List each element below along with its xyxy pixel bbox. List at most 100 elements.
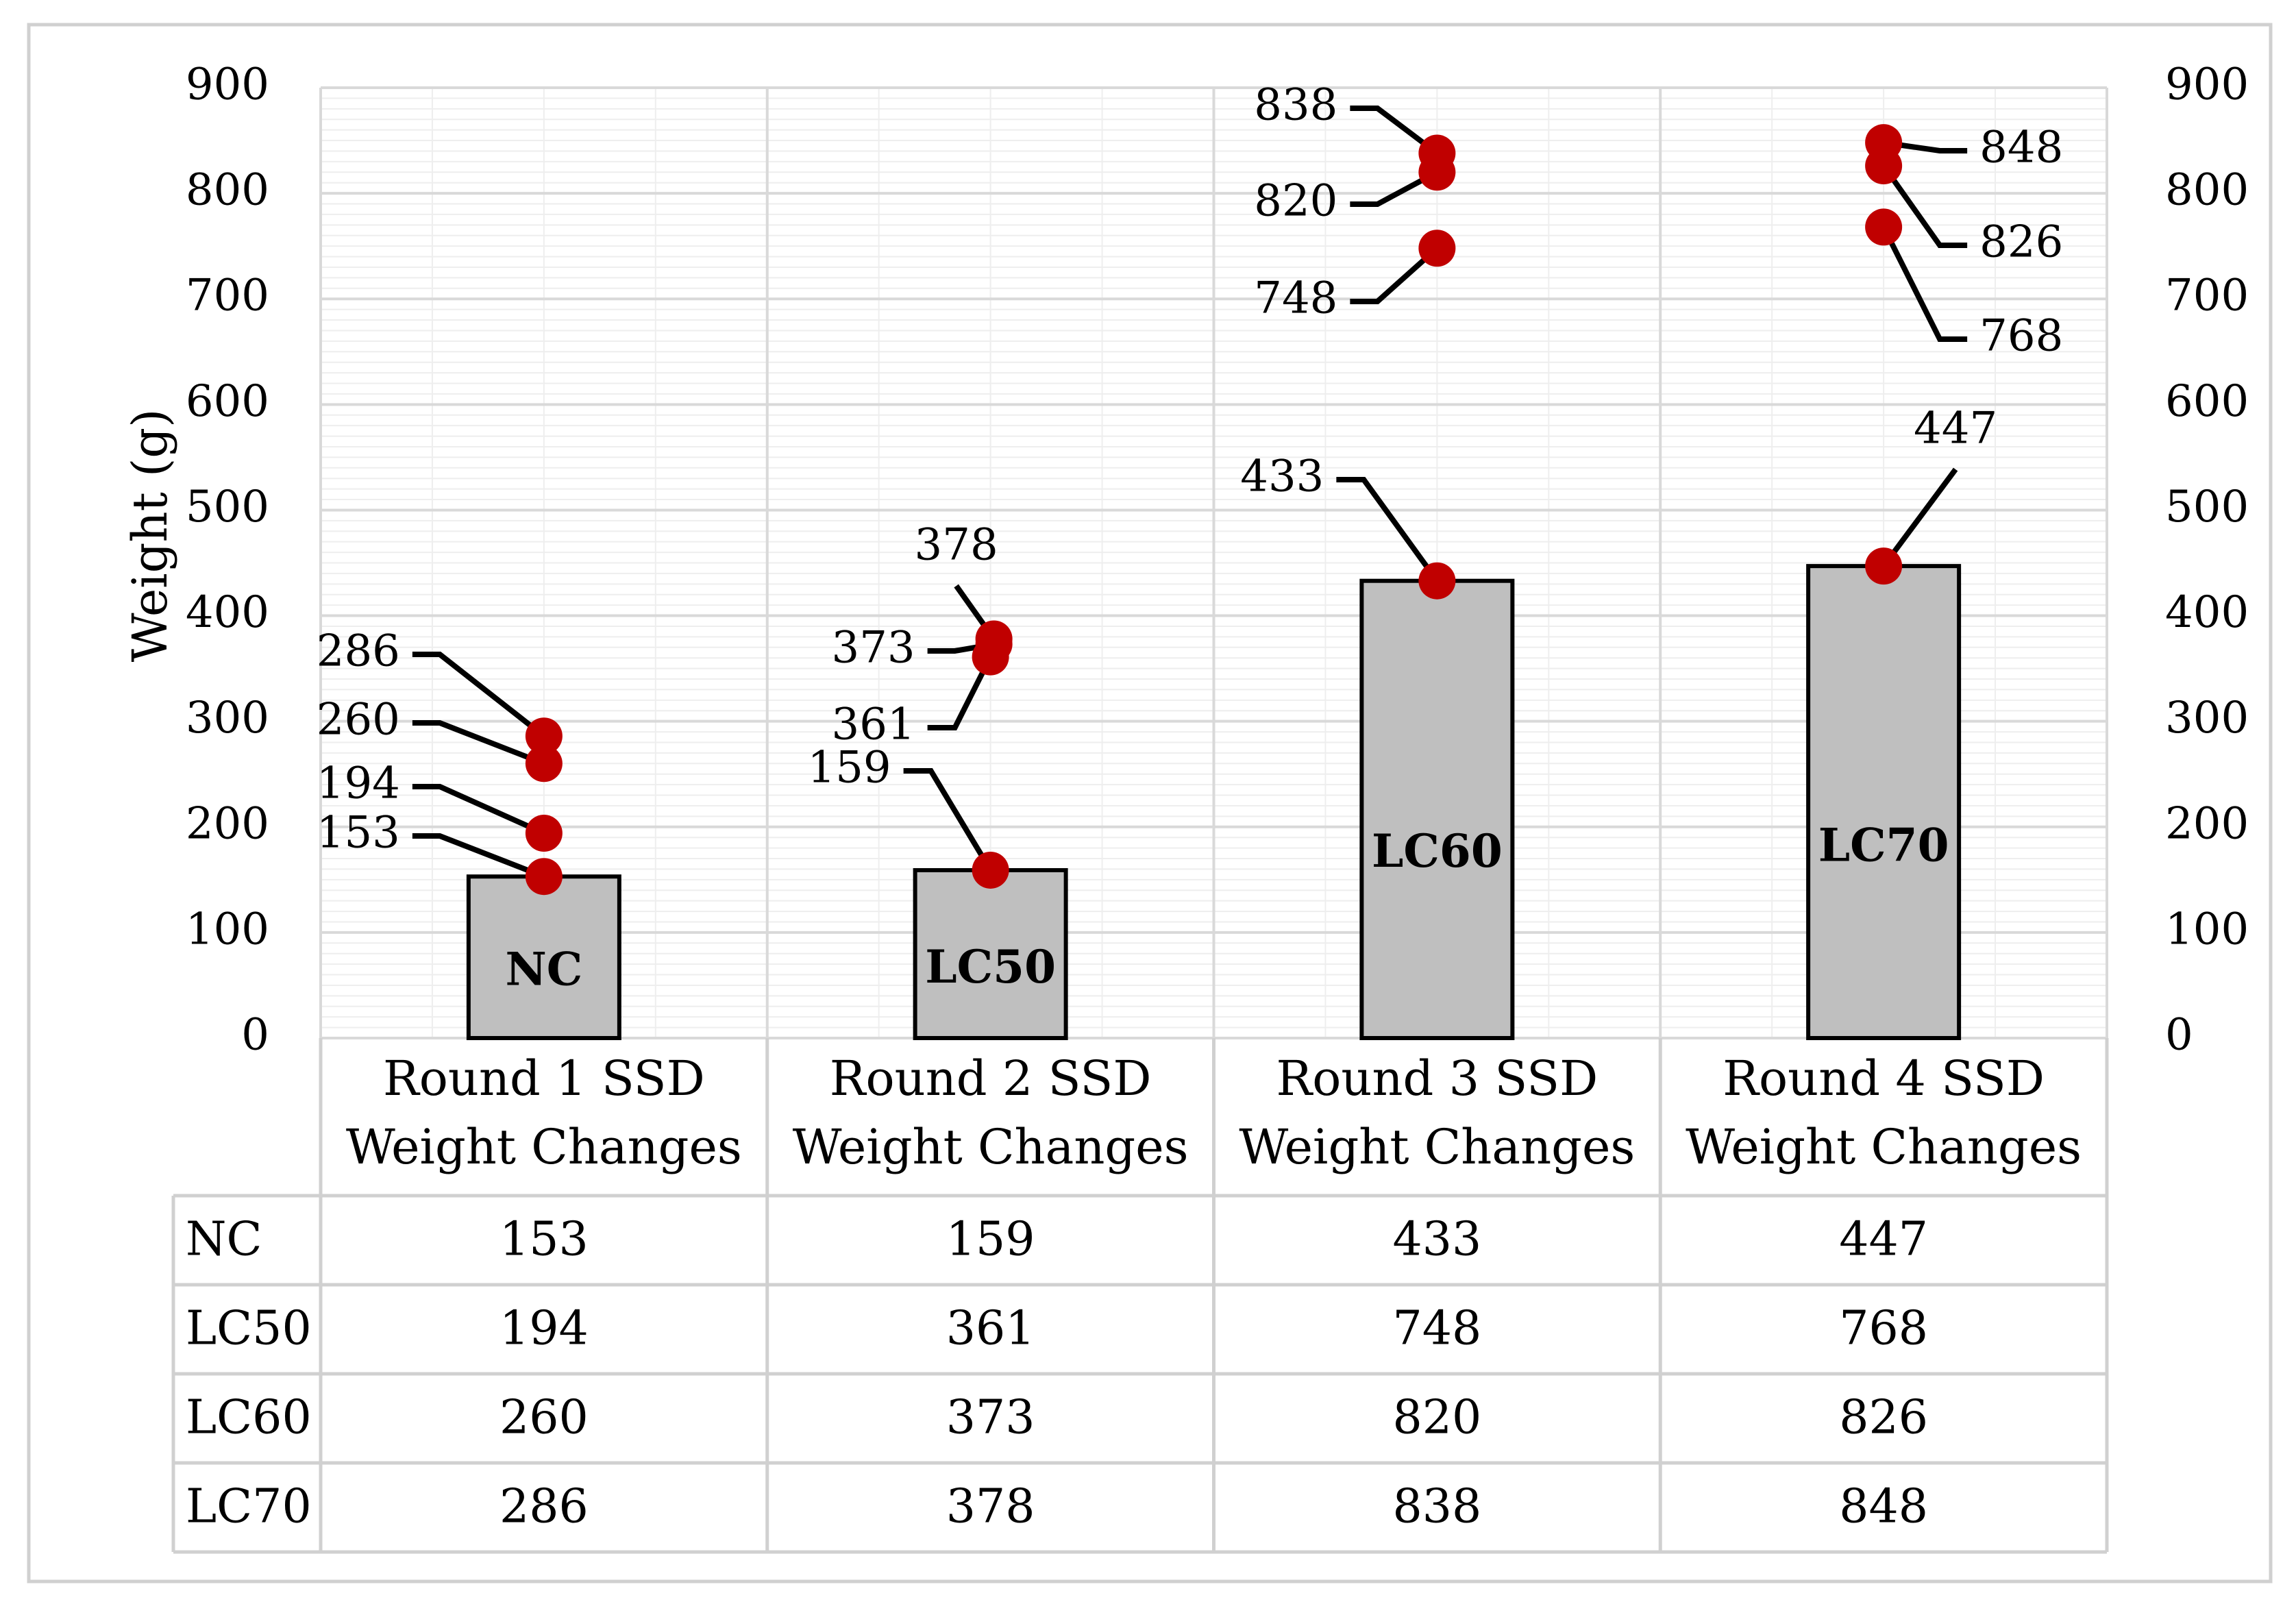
data-label: 286 [317, 626, 400, 677]
leader-line [1350, 106, 1439, 156]
y-tick-label: 600 [186, 376, 269, 427]
data-point [525, 745, 563, 782]
y-tick-label: 0 [241, 1010, 269, 1061]
table-cell: 260 [499, 1391, 589, 1445]
y2-tick-label: 400 [2165, 587, 2249, 638]
x-category-label: Weight Changes [1239, 1119, 1635, 1175]
y-tick-label: 400 [186, 587, 269, 638]
bar-label: LC50 [925, 940, 1056, 994]
data-label: 373 [831, 623, 915, 674]
bar [1806, 564, 1962, 1040]
x-category-label: Round 1 SSD [383, 1050, 705, 1107]
bars [466, 564, 1962, 1041]
table-cell: 447 [1839, 1213, 1928, 1267]
y-axis-label: Weight (g) [122, 409, 178, 663]
y-tick-label: 900 [186, 60, 269, 110]
y2-tick-label: 800 [2165, 165, 2249, 216]
data-label: 433 [1240, 452, 1324, 502]
table-cell: 378 [946, 1480, 1035, 1534]
leader-line [927, 655, 993, 730]
table-row-label: LC70 [186, 1480, 312, 1534]
data-label: 260 [317, 695, 400, 745]
y-tick-label: 700 [186, 271, 269, 321]
table-cell: 848 [1839, 1480, 1928, 1534]
data-label: 153 [317, 808, 400, 859]
data-label: 848 [1979, 123, 2063, 173]
chart-frame [27, 23, 2273, 1583]
data-label: 447 [1914, 404, 1997, 454]
x-category-label: Round 4 SSD [1723, 1050, 2045, 1107]
data-label: 838 [1254, 80, 1337, 131]
data-label: 159 [807, 743, 891, 793]
table-row-label: LC60 [186, 1391, 312, 1445]
data-point [1865, 147, 1903, 185]
table-cell: 838 [1392, 1480, 1481, 1534]
data-label: 361 [831, 700, 915, 750]
data-point [525, 815, 563, 852]
data-point [1418, 562, 1456, 600]
leader-line [412, 652, 546, 739]
x-category-label: Round 3 SSD [1276, 1050, 1598, 1107]
y2-tick-label: 700 [2165, 271, 2249, 321]
y2-tick-label: 100 [2165, 904, 2249, 954]
bar-label: LC60 [1372, 824, 1503, 878]
data-point [525, 717, 563, 755]
data-point [972, 851, 1009, 889]
leader-line [1336, 477, 1440, 583]
y-tick-label: 100 [186, 904, 269, 954]
data-point [1865, 547, 1903, 585]
data-point [1865, 208, 1903, 246]
table-cell: 768 [1839, 1302, 1928, 1356]
bar [913, 867, 1068, 1041]
table-cell: 748 [1392, 1302, 1481, 1356]
leader-line [1881, 164, 1968, 248]
y2-tick-label: 300 [2165, 693, 2249, 743]
data-label: 820 [1254, 176, 1337, 227]
y-tick-label: 800 [186, 165, 269, 216]
table-cell: 153 [499, 1213, 589, 1267]
table-cell: 361 [946, 1302, 1035, 1356]
data-point [525, 858, 563, 896]
bar [466, 874, 621, 1040]
bar-label: NC [505, 943, 582, 996]
leader-line [1881, 467, 1958, 568]
data-label: 378 [915, 520, 998, 571]
data-table: NC 153 159 433 447 LC50 194 361 748 768 LC60 260 373… [171, 1038, 2109, 1554]
data-point [972, 638, 1009, 676]
table-cell: 373 [946, 1391, 1035, 1445]
table-cell: 159 [946, 1213, 1035, 1267]
leader-line [1350, 246, 1440, 304]
leader-line [903, 768, 993, 872]
y2-tick-label: 900 [2165, 60, 2249, 110]
table-cell: 433 [1392, 1213, 1481, 1267]
leader-line [412, 720, 545, 767]
bar-label: LC70 [1818, 818, 1949, 872]
leader-line [1881, 225, 1968, 342]
x-category-label: Weight Changes [346, 1119, 742, 1175]
leader-line [1350, 169, 1439, 207]
table-cell: 194 [499, 1302, 589, 1356]
x-category-label: Weight Changes [1686, 1119, 2082, 1175]
table-cell: 826 [1839, 1391, 1928, 1445]
leader-lines [412, 106, 1968, 879]
data-point [1418, 230, 1456, 267]
y-tick-label: 200 [186, 798, 269, 849]
leader-line [1883, 140, 1968, 153]
data-label: 748 [1254, 273, 1337, 324]
data-point [1418, 153, 1456, 191]
x-category-label: Weight Changes [793, 1119, 1189, 1175]
table-cell: 820 [1392, 1391, 1481, 1445]
x-category-label: Round 2 SSD [830, 1050, 1152, 1107]
y2-tick-label: 500 [2165, 482, 2249, 532]
table-row-label: LC50 [186, 1302, 312, 1356]
y-tick-label: 500 [186, 482, 269, 532]
data-label: 194 [317, 759, 400, 809]
bar [1359, 578, 1515, 1040]
leader-line [412, 784, 545, 836]
data-label: 826 [1979, 217, 2063, 268]
y-tick-label: 300 [186, 693, 269, 743]
y2-tick-label: 200 [2165, 798, 2249, 849]
y2-tick-label: 600 [2165, 376, 2249, 427]
